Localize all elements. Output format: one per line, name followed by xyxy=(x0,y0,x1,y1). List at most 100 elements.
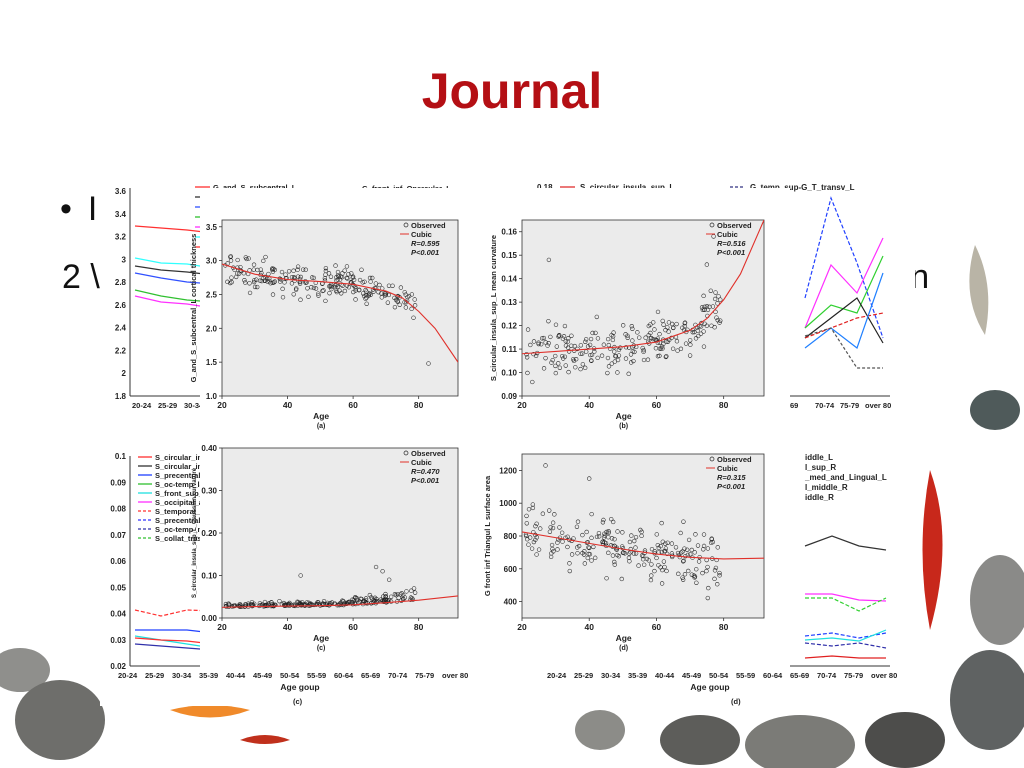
bg-tl-legend-label: G_and_S_subcentral_L xyxy=(213,183,297,192)
observed-point xyxy=(368,292,373,297)
observed-point xyxy=(587,545,592,551)
observed-point xyxy=(345,276,350,281)
observed-point xyxy=(270,267,275,272)
observed-point xyxy=(604,576,609,581)
observed-point xyxy=(229,280,234,285)
observed-point xyxy=(683,341,689,346)
observed-point xyxy=(717,573,722,578)
observed-point xyxy=(298,297,303,302)
observed-point xyxy=(713,565,719,571)
y-tick-label: 0.10 xyxy=(501,369,517,378)
scatter-panel: 20 40 60 80 0.09 0.10 0.11 0.12 0.13 0.14 0.15 0.16… xyxy=(489,188,790,430)
observed-point xyxy=(550,520,556,525)
observed-point xyxy=(553,363,558,369)
bg-bl-legend-label: S_precentral-i xyxy=(155,516,205,525)
observed-point xyxy=(531,539,537,545)
bg-tl-ytick: 3.4 xyxy=(115,210,127,219)
scatter-panel: 20 40 60 80 0.00 0.10 0.20 0.30 0.40 Age (c) S_circ… xyxy=(192,433,480,668)
observed-point xyxy=(704,568,709,574)
x-axis-label: Age xyxy=(616,633,632,643)
observed-point xyxy=(552,512,557,517)
observed-point xyxy=(586,545,591,550)
observed-point xyxy=(575,519,581,524)
observed-point xyxy=(574,524,580,529)
observed-point xyxy=(382,291,387,296)
observed-point xyxy=(524,513,529,519)
observed-point xyxy=(659,581,665,586)
observed-points xyxy=(522,463,764,601)
y-tick-label: 0.20 xyxy=(201,529,217,538)
observed-point xyxy=(696,333,701,339)
observed-point xyxy=(562,354,568,359)
observed-point xyxy=(306,294,311,299)
observed-point xyxy=(661,341,666,347)
x-tick-label: 80 xyxy=(414,400,424,410)
observed-point xyxy=(300,267,306,272)
figure-svg: 3.6 3.4 3.2 3 2.8 2.6 2.4 2.2 2 1.8 20-24 25-29 30-3… xyxy=(110,183,897,706)
observed-point xyxy=(329,286,334,292)
observed-point xyxy=(681,558,686,563)
observed-point xyxy=(530,379,535,385)
observed-point xyxy=(546,257,552,263)
observed-point xyxy=(677,554,683,560)
observed-point xyxy=(591,544,596,550)
legend-cubic-label: Cubic xyxy=(717,230,738,239)
observed-point xyxy=(661,559,667,564)
stone-1 xyxy=(970,390,1020,430)
bg-bl-legend-label: S_oc-temp_m xyxy=(155,525,205,534)
bg-bl-xtick: 40-44 xyxy=(226,671,246,680)
observed-point xyxy=(284,276,289,281)
observed-point xyxy=(361,293,367,299)
observed-point xyxy=(406,293,412,299)
observed-point xyxy=(534,521,539,526)
observed-point xyxy=(555,547,560,552)
observed-point xyxy=(289,274,295,280)
bg-bl-xtick: 65-69 xyxy=(361,671,380,680)
x-tick-label: 20 xyxy=(517,400,527,410)
bg-bl-ytick: 0.04 xyxy=(110,610,126,619)
observed-point xyxy=(588,336,594,342)
bg-tr-legend-label-2: G_temp_sup-G_T_transv_L xyxy=(750,183,855,192)
observed-point xyxy=(294,286,299,291)
observed-point xyxy=(701,547,706,552)
observed-point xyxy=(640,553,646,559)
observed-point xyxy=(649,573,654,578)
observed-point xyxy=(309,602,314,608)
x-tick-label: 80 xyxy=(719,400,729,410)
observed-point xyxy=(615,370,620,375)
observed-point xyxy=(534,535,539,540)
bg-tr-legend-label-1: S_circular_insula_sup_L xyxy=(580,183,674,192)
plot-area xyxy=(521,219,765,397)
y-tick-label: 400 xyxy=(504,598,518,607)
observed-point xyxy=(334,289,340,295)
observed-point xyxy=(556,333,562,338)
observed-point xyxy=(549,360,554,365)
bg-bl-legend-label: S_oc-temp_lat xyxy=(155,480,207,489)
observed-point xyxy=(559,530,565,535)
observed-point xyxy=(363,296,368,301)
bg-bl-legend-label: S_circular_insu xyxy=(155,453,211,462)
observed-point xyxy=(524,521,529,526)
y-tick-label: 0.40 xyxy=(201,444,217,453)
observed-point xyxy=(569,333,574,338)
observed-point xyxy=(561,334,567,339)
observed-point xyxy=(379,295,384,300)
observed-point xyxy=(353,595,358,600)
observed-point xyxy=(658,543,663,549)
observed-point xyxy=(588,352,593,358)
observed-point xyxy=(575,551,580,556)
observed-point xyxy=(549,542,555,548)
observed-point xyxy=(662,564,667,570)
bg-bl-ytick: 0.03 xyxy=(110,636,126,645)
legend-cubic-label: Cubic xyxy=(717,464,738,473)
observed-point xyxy=(344,264,350,269)
bg-tr-ytick: 0.18 xyxy=(537,183,553,192)
observed-point xyxy=(342,288,348,294)
observed-point xyxy=(631,358,636,364)
bg-br-xlabel: Age goup xyxy=(690,682,729,692)
bg-br-legend-label: iddle_R xyxy=(805,493,834,502)
observed-point xyxy=(540,511,546,516)
bg-bl-panel-label: (c) xyxy=(293,697,303,706)
legend-observed-label: Observed xyxy=(411,221,446,230)
observed-point xyxy=(701,293,706,299)
